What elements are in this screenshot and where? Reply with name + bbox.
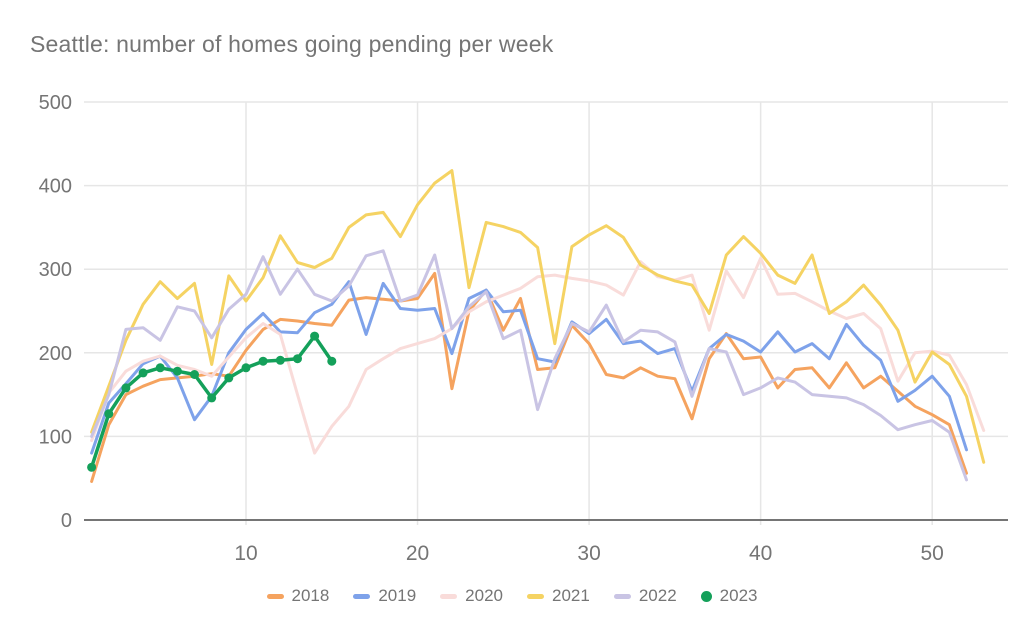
- x-axis-label: 30: [577, 542, 600, 565]
- series-line-2022: [90, 249, 968, 482]
- y-axis-label: 500: [39, 92, 72, 114]
- legend-swatch-2023: [700, 590, 712, 602]
- legend-item-2019[interactable]: 2019: [353, 586, 416, 606]
- x-axis-label: 10: [234, 542, 257, 565]
- series-line-2021: [90, 169, 986, 464]
- data-point-2023: [258, 356, 268, 366]
- chart-legend: 2018 2019 2020 2021 2022 2023: [0, 586, 1024, 606]
- legend-label: 2020: [465, 586, 503, 605]
- data-point-2023: [207, 393, 217, 403]
- data-point-2023: [121, 383, 131, 393]
- data-point-2023: [172, 366, 182, 376]
- legend-label: 2019: [378, 586, 417, 605]
- legend-item-2022[interactable]: 2022: [613, 586, 677, 606]
- data-point-2023: [224, 373, 234, 383]
- x-axis-label: 40: [749, 542, 772, 565]
- data-point-2023: [190, 370, 199, 379]
- series-line-2019: [90, 280, 968, 455]
- legend-label: 2022: [638, 586, 677, 605]
- data-point-2023: [275, 355, 285, 365]
- legend-label: 2021: [552, 586, 590, 605]
- legend-swatch-2020: [440, 593, 458, 599]
- legend-item-2023[interactable]: 2023: [700, 586, 758, 606]
- x-axis-label: 20: [406, 542, 429, 565]
- data-point-2023: [104, 409, 114, 419]
- legend-item-2021[interactable]: 2021: [527, 586, 590, 606]
- y-axis-label: 300: [39, 259, 72, 281]
- data-point-2023: [87, 462, 97, 472]
- y-axis-label: 100: [39, 426, 72, 448]
- legend-swatch-2019: [353, 593, 371, 599]
- y-axis-label: 0: [61, 510, 72, 532]
- data-point-2023: [293, 354, 302, 364]
- legend-item-2018[interactable]: 2018: [266, 586, 330, 606]
- legend-swatch-2022: [613, 593, 631, 599]
- legend-swatch-2021: [527, 593, 544, 599]
- data-point-2023: [241, 363, 251, 373]
- y-axis-label: 400: [39, 176, 72, 198]
- series-line-2020: [90, 256, 986, 455]
- chart-title: Seattle: number of homes going pending p…: [30, 31, 554, 57]
- x-axis-label: 50: [921, 542, 944, 565]
- data-point-2023: [310, 331, 320, 341]
- legend-label: 2023: [719, 586, 758, 605]
- legend-swatch-2018: [266, 593, 284, 599]
- legend-item-2020[interactable]: 2020: [440, 586, 503, 606]
- series-line-2023: [87, 331, 337, 472]
- legend-label: 2018: [291, 586, 330, 605]
- data-point-2023: [138, 368, 148, 378]
- data-point-2023: [327, 356, 337, 366]
- data-point-2023: [155, 363, 165, 373]
- y-axis-label: 200: [39, 343, 72, 365]
